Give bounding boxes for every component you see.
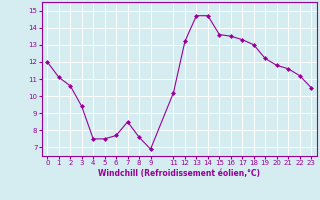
X-axis label: Windchill (Refroidissement éolien,°C): Windchill (Refroidissement éolien,°C) xyxy=(98,169,260,178)
